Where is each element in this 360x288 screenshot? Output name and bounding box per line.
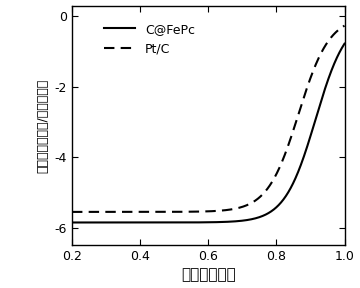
C@FePc [228, 220, 233, 223]
Y-axis label: 电流密度（毫安/平方厘米）: 电流密度（毫安/平方厘米） [36, 78, 49, 173]
C@FePc [70, 221, 74, 224]
Pt/C [86, 210, 91, 214]
Pt/C [243, 204, 248, 207]
Pt/C [342, 24, 347, 27]
C@FePc [276, 203, 281, 207]
Pt/C [276, 168, 281, 171]
Legend: C@FePc, Pt/C: C@FePc, Pt/C [100, 19, 199, 59]
C@FePc [86, 221, 91, 224]
C@FePc [235, 219, 239, 223]
X-axis label: 电势（伏特）: 电势（伏特） [181, 268, 236, 283]
C@FePc [342, 42, 347, 46]
Pt/C [235, 206, 239, 210]
C@FePc [305, 147, 309, 150]
Pt/C [70, 210, 74, 214]
C@FePc [243, 219, 248, 222]
Pt/C [228, 208, 233, 211]
Line: C@FePc: C@FePc [72, 44, 345, 223]
Line: Pt/C: Pt/C [72, 26, 345, 212]
Pt/C [305, 87, 309, 91]
